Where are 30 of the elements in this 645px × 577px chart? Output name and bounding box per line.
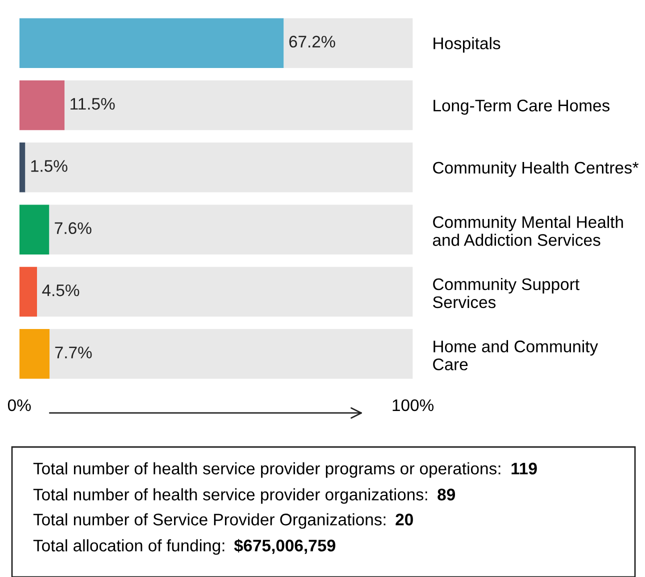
y-tick-label: Long-Term Care Homes (434, 100, 610, 115)
data-label: 7.6% (54, 222, 92, 234)
y-tick-label: Home and Community Care (433, 340, 598, 370)
data-label: 1.5% (31, 160, 68, 172)
y-tick-label: Community Health Centres* (433, 161, 639, 177)
bar (19, 18, 284, 68)
x-tick-label: 0% (8, 399, 31, 412)
data-label: 67.2% (289, 36, 336, 48)
bar (64, 80, 413, 130)
x-tick-label: 100% (392, 399, 434, 412)
y-tick-label: Community Support Services (433, 278, 580, 308)
bar (19, 80, 65, 130)
bar (19, 204, 50, 254)
text: Total allocation of funding: $675,006,759 (33, 538, 336, 555)
data-label: 11.5% (70, 98, 115, 110)
data-label: 7.7% (55, 346, 92, 358)
bar (49, 204, 413, 254)
y-tick-label: Community Mental Health and Addiction Services (432, 216, 623, 246)
bar (50, 329, 413, 379)
data-label: 4.5% (42, 284, 80, 296)
bar (19, 142, 26, 192)
text: Total number of health service provider programs or operations: 119 (33, 462, 537, 478)
bar (19, 329, 50, 379)
bar (284, 18, 413, 68)
y-tick-label: Hospitals (434, 37, 500, 53)
bar (25, 142, 413, 192)
bar (37, 266, 413, 317)
text: Total number of Service Provider Organizations: 20 (33, 513, 413, 529)
bar (19, 266, 38, 317)
text: Total number of health service provider organizations: 89 (33, 488, 455, 504)
